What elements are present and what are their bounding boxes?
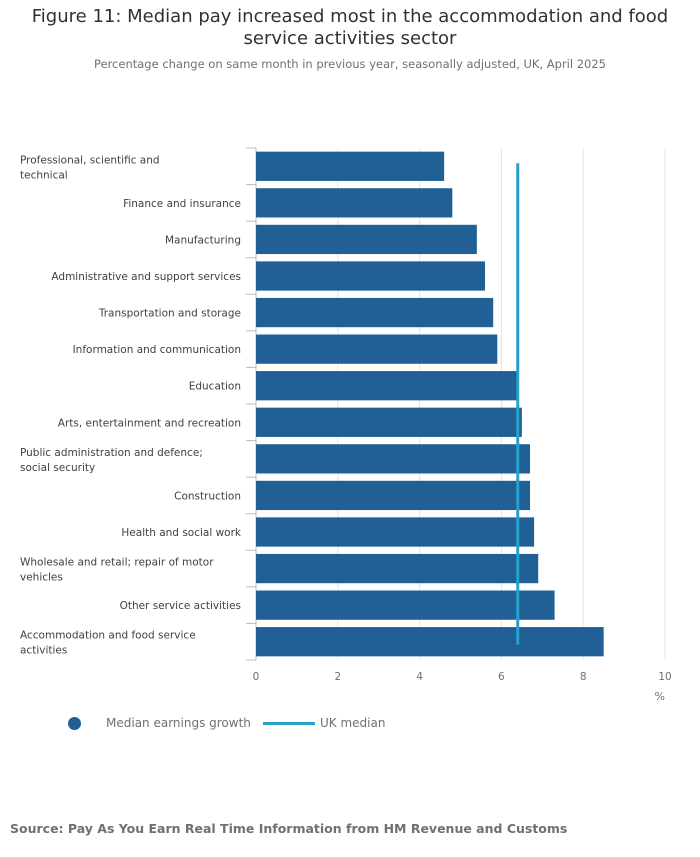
bar (256, 371, 518, 401)
category-label: Arts, entertainment and recreation (58, 417, 241, 429)
category-label-line: Public administration and defence; (20, 447, 203, 459)
legend-item-uk-median: UK median (263, 716, 385, 730)
category-label: Construction (174, 490, 241, 502)
x-tick-label: 2 (334, 671, 341, 683)
x-axis-label: % (655, 690, 665, 700)
bar (256, 188, 453, 218)
category-label: Finance and insurance (123, 198, 241, 210)
bar (256, 261, 486, 291)
category-label: Information and communication (73, 344, 241, 356)
category-label-line: activities (20, 645, 67, 657)
legend-label-median-earnings: Median earnings growth (106, 716, 251, 730)
category-label: Accommodation and food service activities (20, 630, 196, 657)
chart-title: Figure 11: Median pay increased most in … (31, 6, 669, 49)
circle-icon (68, 716, 81, 730)
category-label: Wholesale and retail; repair of motor veh… (20, 557, 214, 584)
category-label-line: social security (20, 462, 95, 474)
category-label-line: vehicles (20, 572, 63, 584)
bar (256, 444, 531, 474)
x-tick-label: 6 (498, 671, 505, 683)
bar (256, 224, 477, 255)
bar (256, 407, 522, 437)
category-label: Health and social work (121, 527, 242, 539)
category-label: Public administration and defence; social… (20, 447, 203, 474)
bar (256, 627, 604, 657)
x-tick-label: 8 (580, 671, 587, 683)
legend-label-uk-median: UK median (320, 716, 386, 730)
category-label: Manufacturing (165, 234, 241, 246)
bar (256, 334, 498, 364)
category-label-line: Accommodation and food service (20, 630, 196, 642)
category-label-line: Wholesale and retail; repair of motor (20, 557, 214, 569)
category-label: Education (189, 381, 241, 393)
bar (256, 151, 445, 181)
category-label: Administrative and support services (51, 271, 241, 283)
category-label: Transportation and storage (98, 308, 241, 320)
category-label-line: Professional, scientific and (20, 154, 160, 166)
bar (256, 517, 535, 547)
chart-subtitle: Percentage change on same month in previ… (93, 57, 606, 71)
bar-chart: Professional, scientific and technical Fin… (20, 147, 672, 700)
category-label: Professional, scientific and technical (20, 154, 160, 181)
x-tick-label: 4 (416, 671, 423, 683)
line-icon (263, 721, 315, 725)
legend-item-median-earnings: Median earnings growth (68, 716, 251, 730)
x-tick-label: 10 (658, 671, 671, 683)
source-note: Source: Pay As You Earn Real Time Inform… (10, 821, 568, 836)
bar (256, 553, 539, 584)
x-tick-label: 0 (253, 671, 260, 683)
category-label-line: technical (20, 169, 68, 181)
bar (256, 590, 555, 620)
bar (256, 480, 531, 511)
bar (256, 297, 494, 328)
category-label: Other service activities (120, 600, 241, 612)
